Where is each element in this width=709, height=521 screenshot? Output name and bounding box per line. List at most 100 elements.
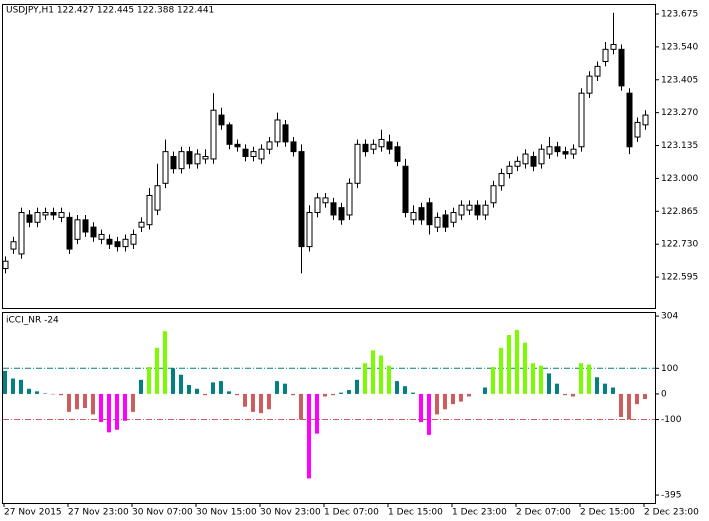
bar (571, 393, 575, 397)
candle-body (266, 141, 273, 150)
bar (387, 365, 391, 394)
bar (347, 390, 351, 394)
candle-body (602, 48, 609, 63)
bar (3, 370, 7, 394)
candle-body (26, 214, 33, 223)
bar (355, 379, 359, 394)
candle-body (330, 202, 337, 216)
bar (643, 393, 647, 400)
bar (443, 393, 447, 410)
candle-body (418, 207, 425, 221)
x-tick-label: 2 Dec 07:00 (516, 508, 571, 518)
bar (555, 383, 559, 394)
bar (371, 350, 375, 394)
candle-body (546, 146, 553, 155)
candle-body (458, 204, 465, 216)
bar (83, 393, 87, 408)
bar (67, 393, 71, 412)
bar (435, 393, 439, 415)
bar (115, 393, 119, 430)
bar (139, 379, 143, 394)
bar (291, 393, 295, 396)
candle-body (306, 212, 313, 248)
bar (299, 393, 303, 420)
bar (467, 393, 471, 397)
candle-body (50, 212, 57, 216)
candle-body (298, 151, 305, 248)
y-tick-label: -100 (661, 415, 682, 425)
y-tick-label: 123.135 (661, 141, 698, 151)
bar (411, 392, 415, 394)
candle-body (250, 151, 257, 157)
bar (187, 384, 191, 394)
x-tick-label: 30 Nov 15:00 (196, 508, 257, 518)
candle-body (10, 241, 17, 250)
bar (379, 355, 383, 394)
candle-body (482, 204, 489, 216)
candle-body (402, 165, 409, 214)
candle-body (218, 114, 225, 126)
candle-body (210, 109, 217, 160)
bar (459, 393, 463, 402)
candle-body (506, 165, 513, 175)
bar (483, 387, 487, 394)
y-tick-label: 123.270 (661, 108, 698, 118)
y-tick-label: 100 (661, 364, 678, 374)
bar (451, 393, 455, 405)
candle-body (634, 121, 641, 138)
candle-body (226, 124, 233, 145)
bar (91, 393, 95, 415)
candle-body (586, 75, 593, 94)
bar (587, 364, 591, 394)
bar (595, 377, 599, 394)
bar (395, 381, 399, 394)
candle-body (106, 238, 113, 245)
bar (619, 393, 623, 417)
candle-body (122, 238, 129, 248)
bar (243, 393, 247, 407)
candle-body (538, 148, 545, 165)
bar (123, 393, 127, 421)
candle-body (274, 119, 281, 143)
bar (523, 342, 527, 394)
candle-body (442, 214, 449, 228)
bar (163, 331, 167, 394)
candle-body (514, 160, 521, 167)
candle-body (242, 148, 249, 158)
bar (259, 393, 263, 414)
candle-body (234, 143, 241, 148)
candle-body (58, 212, 65, 218)
y-tick-label: 123.675 (661, 10, 698, 20)
candle-body (202, 156, 209, 160)
bar (147, 367, 151, 394)
y-tick-label: 122.865 (661, 207, 698, 217)
candle-body (626, 92, 633, 148)
candle-body (394, 146, 401, 162)
bar (219, 381, 223, 394)
bar (27, 388, 31, 394)
x-tick-label: 27 Nov 2015 (4, 508, 62, 518)
bar (275, 381, 279, 394)
bar (339, 392, 343, 394)
bar (635, 393, 639, 405)
candle-body (74, 219, 81, 240)
candle-body (194, 153, 201, 165)
bar (235, 393, 239, 396)
bar (35, 391, 39, 394)
candle-body (354, 143, 361, 184)
candle-body (90, 226, 97, 238)
bar (539, 365, 543, 394)
y-tick-label: 304 (661, 312, 678, 322)
candle-body (130, 233, 137, 245)
x-tick-label: 30 Nov 23:00 (260, 508, 321, 518)
bar (427, 393, 431, 435)
bar (227, 391, 231, 394)
bar (531, 363, 535, 394)
candle-body (618, 48, 625, 87)
bar (315, 393, 319, 434)
x-tick-label: 2 Dec 15:00 (580, 508, 635, 518)
candle-body (154, 185, 161, 211)
y-tick-label: 123.405 (661, 75, 698, 85)
bar (323, 393, 327, 397)
